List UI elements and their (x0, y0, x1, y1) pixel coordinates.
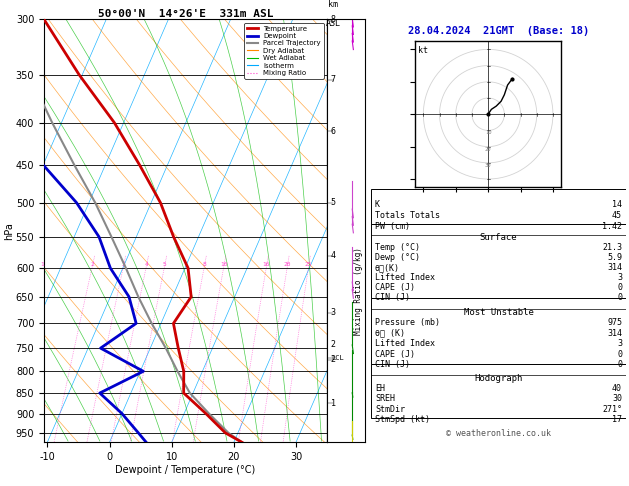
Text: 5.9: 5.9 (607, 253, 622, 262)
Text: 3: 3 (617, 273, 622, 282)
Text: 6: 6 (331, 127, 336, 136)
Text: Mixing Ratio (g/kg): Mixing Ratio (g/kg) (354, 247, 363, 335)
Text: 20: 20 (284, 262, 291, 267)
Text: CIN (J): CIN (J) (375, 360, 410, 369)
Text: CAPE (J): CAPE (J) (375, 283, 415, 293)
Text: ASL: ASL (326, 19, 341, 29)
Text: StmSpd (kt): StmSpd (kt) (375, 415, 430, 424)
Text: 7: 7 (331, 75, 336, 85)
Text: 5: 5 (331, 198, 336, 207)
Text: Hodograph: Hodograph (474, 374, 523, 383)
Text: Totals Totals: Totals Totals (375, 211, 440, 220)
Text: 1: 1 (40, 262, 44, 267)
Text: Dewp (°C): Dewp (°C) (375, 253, 420, 262)
Text: SREH: SREH (375, 394, 395, 403)
Text: CIN (J): CIN (J) (375, 294, 410, 302)
Text: 30: 30 (612, 394, 622, 403)
Text: Lifted Index: Lifted Index (375, 339, 435, 348)
Text: Lifted Index: Lifted Index (375, 273, 435, 282)
X-axis label: Dewpoint / Temperature (°C): Dewpoint / Temperature (°C) (116, 465, 255, 475)
Text: 40: 40 (612, 384, 622, 393)
Text: 975: 975 (607, 318, 622, 327)
Text: CAPE (J): CAPE (J) (375, 349, 415, 359)
Text: 17: 17 (612, 415, 622, 424)
Text: km: km (328, 0, 338, 9)
Text: Pressure (mb): Pressure (mb) (375, 318, 440, 327)
Text: 10: 10 (485, 130, 491, 136)
Text: 5: 5 (162, 262, 166, 267)
Text: © weatheronline.co.uk: © weatheronline.co.uk (446, 429, 551, 438)
Text: 16: 16 (263, 262, 270, 267)
Text: 271°: 271° (602, 405, 622, 414)
Text: PW (cm): PW (cm) (375, 222, 410, 231)
Text: 45: 45 (612, 211, 622, 220)
Text: 314: 314 (607, 263, 622, 272)
Text: 25: 25 (305, 262, 313, 267)
Text: 3: 3 (617, 339, 622, 348)
Bar (371, 364, 626, 418)
Text: 1.42: 1.42 (602, 222, 622, 231)
Title: 50°00'N  14°26'E  331m ASL: 50°00'N 14°26'E 331m ASL (97, 9, 274, 18)
Legend: Temperature, Dewpoint, Parcel Trajectory, Dry Adiabat, Wet Adiabat, Isotherm, Mi: Temperature, Dewpoint, Parcel Trajectory… (245, 23, 323, 79)
Bar (371, 189, 626, 224)
Text: 8: 8 (203, 262, 206, 267)
Text: 314: 314 (607, 329, 622, 338)
Text: 8: 8 (331, 15, 336, 24)
Text: 2: 2 (91, 262, 94, 267)
Y-axis label: hPa: hPa (4, 222, 14, 240)
Text: 0: 0 (617, 294, 622, 302)
Text: Surface: Surface (480, 233, 517, 242)
Text: 3: 3 (121, 262, 125, 267)
Text: EH: EH (375, 384, 385, 393)
Text: StmDir: StmDir (375, 405, 405, 414)
Bar (371, 224, 626, 297)
Bar (371, 297, 626, 364)
Text: 2: 2 (331, 355, 336, 364)
Text: 0: 0 (617, 349, 622, 359)
Text: 20: 20 (485, 147, 491, 152)
Text: kt: kt (418, 46, 428, 55)
Text: 30: 30 (485, 163, 491, 168)
Text: 0: 0 (617, 360, 622, 369)
Text: 10: 10 (220, 262, 228, 267)
Text: θᴄ(K): θᴄ(K) (375, 263, 400, 272)
Text: 2: 2 (331, 340, 336, 348)
Text: Most Unstable: Most Unstable (464, 308, 533, 316)
Text: 1: 1 (331, 399, 336, 408)
Text: θᴄ (K): θᴄ (K) (375, 329, 405, 338)
Text: LCL: LCL (331, 355, 343, 361)
Text: 21.3: 21.3 (602, 243, 622, 252)
Text: 4: 4 (144, 262, 148, 267)
Text: 28.04.2024  21GMT  (Base: 18): 28.04.2024 21GMT (Base: 18) (408, 26, 589, 36)
Text: 14: 14 (612, 200, 622, 208)
Text: 4: 4 (331, 251, 336, 260)
Text: 0: 0 (617, 283, 622, 293)
Text: 3: 3 (331, 309, 336, 317)
Text: Temp (°C): Temp (°C) (375, 243, 420, 252)
Text: K: K (375, 200, 380, 208)
